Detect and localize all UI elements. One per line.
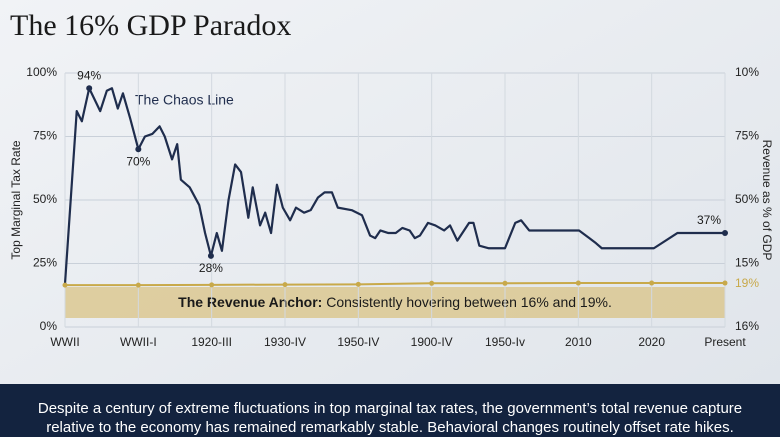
point-marker — [62, 282, 68, 288]
x-tick-label: 2020 — [638, 335, 665, 349]
x-tick-label: 1950-IV — [337, 335, 379, 349]
series-line — [63, 87, 725, 284]
line-label: The Chaos Line — [135, 92, 234, 108]
value-label: 37% — [697, 213, 721, 227]
y-axis-title: Top Marginal Tax Rate — [9, 140, 23, 260]
footer-band — [0, 384, 780, 437]
x-tick-label: 1900-IV — [411, 335, 453, 349]
y-tick-label: 50% — [33, 192, 57, 206]
y-tick-label: 75% — [33, 129, 57, 143]
y2-tick-label: 10% — [735, 65, 759, 79]
footer-text: relative to the economy has remained rem… — [46, 419, 734, 436]
point-marker — [722, 280, 728, 286]
x-tick-label: 1930-IV — [264, 335, 306, 349]
point-marker — [207, 252, 214, 259]
y2-tick-label: 50% — [735, 192, 759, 206]
point-marker — [429, 280, 435, 286]
series-end-label: 19% — [735, 276, 759, 290]
y2-axis-title: Revenue as % of GDP — [760, 140, 774, 261]
anchor-annotation-text: Consistently hovering between 16% and 19… — [326, 294, 612, 310]
x-tick-label: 2010 — [565, 335, 592, 349]
point-marker — [649, 280, 655, 286]
series-line — [65, 282, 725, 287]
y2-tick-label: 15% — [735, 256, 759, 270]
anchor-annotation-bold: The Revenue Anchor: — [178, 294, 322, 310]
point-marker — [502, 280, 508, 286]
point-marker — [355, 281, 361, 287]
y-tick-label: 25% — [33, 256, 57, 270]
point-marker — [86, 85, 93, 92]
point-marker — [209, 282, 215, 288]
y-tick-label: 0% — [40, 319, 58, 333]
x-tick-label: WWII — [50, 335, 79, 349]
anchor-band — [65, 287, 725, 318]
chart-title: The 16% GDP Paradox — [10, 9, 291, 42]
x-tick-label: 1950-Iv — [485, 335, 525, 349]
point-marker — [575, 280, 581, 286]
x-tick-label: Present — [704, 335, 746, 349]
y-tick-label: 100% — [26, 65, 57, 79]
value-label: 28% — [199, 261, 223, 275]
value-label: 70% — [126, 154, 150, 168]
point-marker — [135, 282, 141, 288]
y2-tick-label: 16% — [735, 319, 759, 333]
x-tick-label: 1920-III — [191, 335, 232, 349]
value-label: 94% — [77, 68, 101, 82]
y2-tick-label: 75% — [735, 129, 759, 143]
footer-text: Despite a century of extreme fluctuation… — [38, 400, 742, 417]
anchor-annotation: The Revenue Anchor: Consistently hoverin… — [178, 294, 612, 310]
x-tick-label: WWII-I — [120, 335, 157, 349]
point-marker — [135, 146, 142, 153]
point-marker — [722, 230, 728, 237]
point-marker — [282, 282, 288, 288]
